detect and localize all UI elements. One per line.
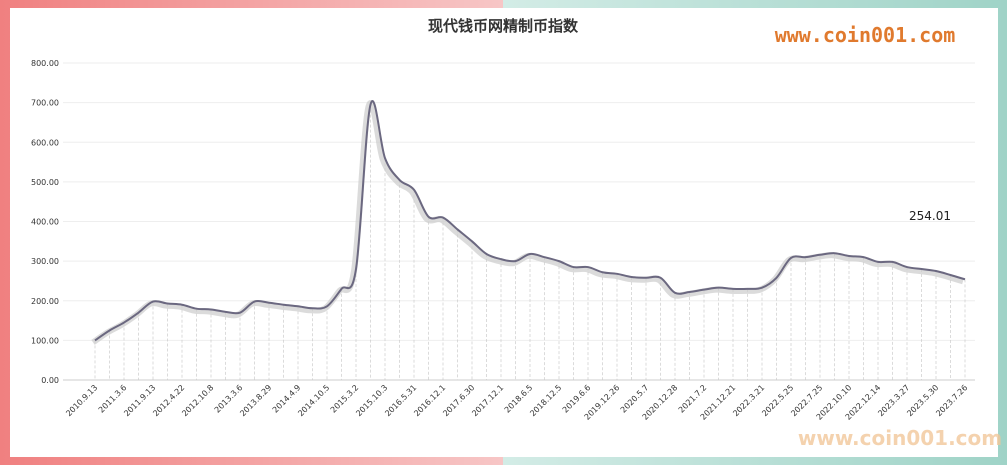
y-tick-label: 100.00 (31, 336, 59, 345)
y-tick-label: 700.00 (31, 99, 59, 108)
chart-title: 现代钱币网精制币指数 (428, 17, 579, 35)
line (94, 100, 966, 342)
y-tick-label: 400.00 (31, 218, 59, 227)
watermark: www.coin001.com (798, 426, 1002, 450)
y-tick-label: 600.00 (31, 138, 59, 147)
value-label: 254.01 (909, 209, 951, 223)
y-tick-label: 0.00 (41, 376, 59, 385)
watermark: www.coin001.com (775, 23, 956, 47)
y-tick-label: 500.00 (31, 178, 59, 187)
y-tick-label: 300.00 (31, 257, 59, 266)
y-tick-label: 200.00 (31, 297, 59, 306)
y-tick-label: 800.00 (31, 59, 59, 68)
panel (10, 8, 998, 457)
